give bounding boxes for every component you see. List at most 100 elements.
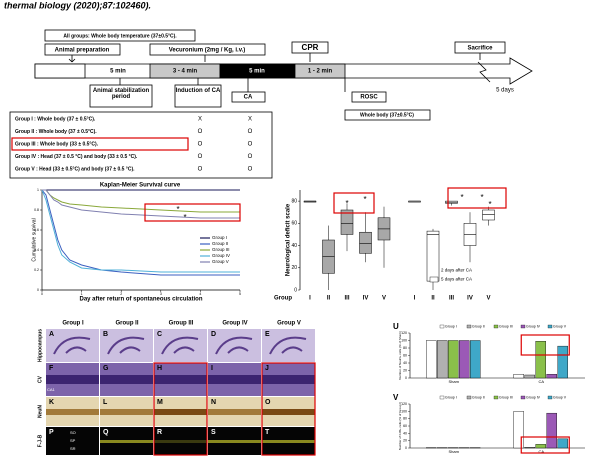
segment bbox=[294, 63, 346, 79]
y-tick-label: 40 bbox=[403, 361, 407, 365]
break bbox=[477, 61, 491, 83]
label: Sacrifice bbox=[467, 46, 493, 52]
table-cell: Group V : Head (33 ± 0.5°C) and body (37… bbox=[15, 166, 135, 172]
panel-label: I bbox=[211, 365, 213, 372]
label: All groups: Whole body temperature (37±0… bbox=[63, 33, 177, 39]
panel-label: F bbox=[49, 365, 54, 372]
bar bbox=[535, 341, 546, 379]
y-tick-label: 60 bbox=[403, 353, 407, 357]
column-header: Group I bbox=[62, 321, 84, 327]
panel-label: N bbox=[211, 399, 216, 406]
y-tick-label: 40 bbox=[403, 431, 407, 435]
table-cell: Group I : Whole body (37 ± 0.5°C). bbox=[15, 116, 96, 122]
y-tick-label: 0 bbox=[37, 288, 39, 292]
group-label: Group bbox=[274, 296, 292, 302]
duration: 5 min bbox=[249, 69, 265, 75]
box bbox=[482, 209, 495, 221]
box bbox=[231, 91, 266, 103]
hippocampus bbox=[107, 336, 145, 355]
cell-layer bbox=[208, 375, 261, 384]
cell-layer bbox=[100, 375, 153, 384]
legend-swatch bbox=[439, 324, 445, 329]
bar bbox=[557, 438, 568, 449]
x-tick-label: III bbox=[344, 296, 349, 302]
legend-label: Group III bbox=[212, 247, 230, 252]
stained-cells bbox=[262, 440, 315, 443]
column-header: Group III bbox=[169, 321, 194, 327]
legend-label: 5 days after CA bbox=[441, 277, 472, 282]
box bbox=[174, 84, 222, 108]
y-tick-label: 0.8 bbox=[34, 208, 39, 212]
hippocampus bbox=[215, 336, 253, 355]
bar bbox=[513, 411, 524, 449]
legend-label: Group II bbox=[472, 395, 485, 399]
panel-label: R bbox=[157, 429, 162, 436]
chart-title: Kaplan-Meier Survival curve bbox=[100, 183, 181, 189]
box bbox=[340, 209, 354, 235]
panel-label: T bbox=[265, 429, 270, 436]
pointers bbox=[119, 78, 346, 92]
annotation: * bbox=[345, 199, 348, 208]
panel-label: D bbox=[211, 331, 216, 338]
duration: 5 min bbox=[110, 69, 126, 75]
cell-layer bbox=[46, 375, 99, 384]
micrograph bbox=[46, 329, 99, 362]
micrograph bbox=[154, 329, 207, 362]
panel-label: E bbox=[265, 331, 270, 338]
label: CPR bbox=[302, 43, 319, 52]
hippocampus bbox=[269, 336, 307, 355]
bar bbox=[557, 345, 568, 379]
x-tick-label: V bbox=[382, 296, 386, 302]
cell-layer bbox=[262, 409, 315, 415]
region-label: CA1 bbox=[47, 387, 56, 392]
layer-label: SP bbox=[70, 438, 76, 443]
table-cell: O bbox=[248, 142, 253, 148]
annotation: * bbox=[460, 193, 463, 202]
segment bbox=[34, 63, 86, 79]
table-frame bbox=[9, 111, 273, 179]
table-cell: X bbox=[248, 117, 252, 123]
y-tick-label: 60 bbox=[403, 424, 407, 428]
table-cell: O bbox=[198, 142, 203, 148]
duration: 1 - 2 min bbox=[308, 69, 333, 75]
panel-label: O bbox=[265, 399, 271, 406]
box bbox=[351, 91, 387, 103]
bar bbox=[426, 340, 437, 379]
bar bbox=[535, 444, 546, 449]
micrograph bbox=[46, 427, 99, 455]
cell-layer bbox=[154, 375, 207, 384]
micrograph bbox=[262, 329, 315, 362]
legend-swatch bbox=[466, 395, 472, 400]
y-axis-label: Number of NeuN+ cells (% of Sham) bbox=[398, 331, 402, 380]
panel-label: U bbox=[393, 322, 399, 331]
survival-line bbox=[42, 189, 240, 219]
x-tick-label: IV bbox=[363, 296, 369, 302]
cell-layer bbox=[262, 375, 315, 384]
y-tick-label: 80 bbox=[291, 198, 297, 204]
y-axis-label: Cumulative survival bbox=[31, 218, 37, 261]
x-tick-label: 3 bbox=[160, 292, 162, 296]
table-cell: X bbox=[198, 117, 202, 123]
label: Whole body (37±0.5°C) bbox=[360, 112, 414, 118]
x-tick-label: 2 bbox=[120, 292, 122, 296]
y-tick-label: 0 bbox=[294, 287, 297, 293]
legend-swatch bbox=[439, 395, 445, 400]
highlight bbox=[153, 362, 208, 456]
bar bbox=[437, 340, 448, 379]
column-header: Group V bbox=[277, 321, 301, 327]
highlight bbox=[144, 203, 241, 222]
highlight bbox=[447, 187, 507, 209]
y-axis-label: Number of FJB+ cells (% of Group I) bbox=[398, 402, 402, 450]
highlight bbox=[11, 137, 189, 151]
x-tick-label: II bbox=[327, 296, 331, 302]
y-tick-label: 60 bbox=[291, 221, 297, 227]
micrograph bbox=[100, 329, 153, 362]
legend-swatch bbox=[466, 324, 472, 329]
legend-swatch bbox=[493, 324, 499, 329]
highlight bbox=[520, 334, 570, 356]
column-header: Group IV bbox=[222, 321, 247, 327]
bar bbox=[546, 374, 557, 379]
